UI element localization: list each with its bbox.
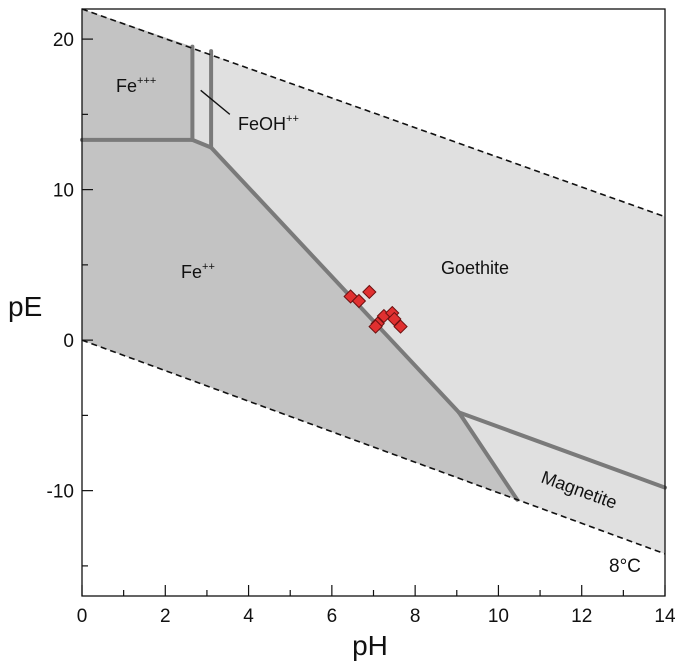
- y-tick-label: 10: [53, 181, 74, 202]
- x-tick-label: 0: [77, 606, 88, 627]
- goethite-region: [82, 9, 665, 554]
- data-point: [393, 319, 408, 334]
- upper-water-line: [81, 8, 666, 218]
- phase-boundary-line: [456, 410, 520, 502]
- region-label-feoh: FeOH++: [238, 113, 299, 134]
- x-tick-label: 2: [160, 606, 171, 627]
- data-point: [351, 293, 367, 309]
- x-axis-title: pH: [352, 630, 388, 661]
- y-tick-label: 20: [53, 30, 74, 51]
- phase-boundary-line: [209, 145, 461, 415]
- x-tick-label: 4: [243, 606, 254, 627]
- region-label-fe2: Fe++: [181, 261, 215, 282]
- data-point: [368, 319, 383, 334]
- region-label-fe3: Fe+++: [116, 75, 156, 96]
- phase-boundary-line: [456, 410, 667, 490]
- x-axis: 0 2 4 6 8 10 12 14: [77, 585, 676, 627]
- data-point: [362, 284, 377, 300]
- data-point: [387, 311, 402, 327]
- stability-regions: [82, 9, 665, 554]
- sample-points: [343, 284, 408, 334]
- phase-boundary-line: [190, 137, 214, 150]
- temperature-label: 8°C: [609, 556, 641, 577]
- water-stability-lines: [81, 8, 666, 555]
- x-tick-label: 12: [571, 606, 592, 627]
- x-tick-label: 8: [410, 606, 421, 627]
- x-tick-label: 6: [327, 606, 338, 627]
- feoh-label-pointer: [200, 89, 231, 115]
- region-label-goethite: Goethite: [441, 258, 509, 278]
- x-tick-label: 10: [488, 606, 509, 627]
- lower-water-line: [81, 339, 666, 555]
- y-tick-label: 0: [63, 331, 74, 352]
- y-axis: -10 0 10 20: [47, 30, 93, 567]
- phase-boundaries: [80, 44, 667, 502]
- y-axis-title: pE: [8, 291, 42, 322]
- x-tick-label: 14: [654, 606, 676, 627]
- y-tick-label: -10: [47, 482, 74, 503]
